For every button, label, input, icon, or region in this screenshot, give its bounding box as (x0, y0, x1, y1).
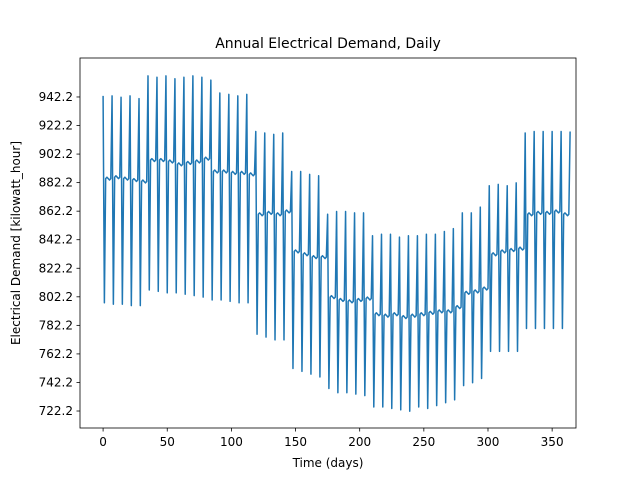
y-tick-label: 902.2 (39, 147, 73, 161)
line-series (102, 75, 571, 413)
x-tick-label: 0 (99, 435, 107, 449)
chart-title: Annual Electrical Demand, Daily (215, 36, 441, 52)
x-axis-label: Time (days) (292, 456, 364, 470)
y-tick-label: 802.2 (39, 290, 73, 304)
x-tick-label: 200 (348, 435, 371, 449)
y-tick-label: 922.2 (39, 119, 73, 133)
y-tick-label: 842.2 (39, 233, 73, 247)
x-tick-label: 150 (284, 435, 307, 449)
x-tick-label: 300 (477, 435, 500, 449)
x-tick-label: 350 (541, 435, 564, 449)
y-axis-label: Electrical Demand [kilowatt_hour] (9, 141, 23, 345)
y-tick-label: 862.2 (39, 204, 73, 218)
x-tick-label: 50 (160, 435, 175, 449)
y-tick-label: 722.2 (39, 404, 73, 418)
y-tick-label: 782.2 (39, 318, 73, 332)
y-tick-label: 942.2 (39, 90, 73, 104)
y-tick-label: 882.2 (39, 176, 73, 190)
y-tick-label: 822.2 (39, 261, 73, 275)
y-tick-label: 762.2 (39, 347, 73, 361)
x-tick-label: 100 (220, 435, 243, 449)
x-tick-label: 250 (412, 435, 435, 449)
y-tick-label: 742.2 (39, 375, 73, 389)
axes-frame (79, 57, 577, 429)
